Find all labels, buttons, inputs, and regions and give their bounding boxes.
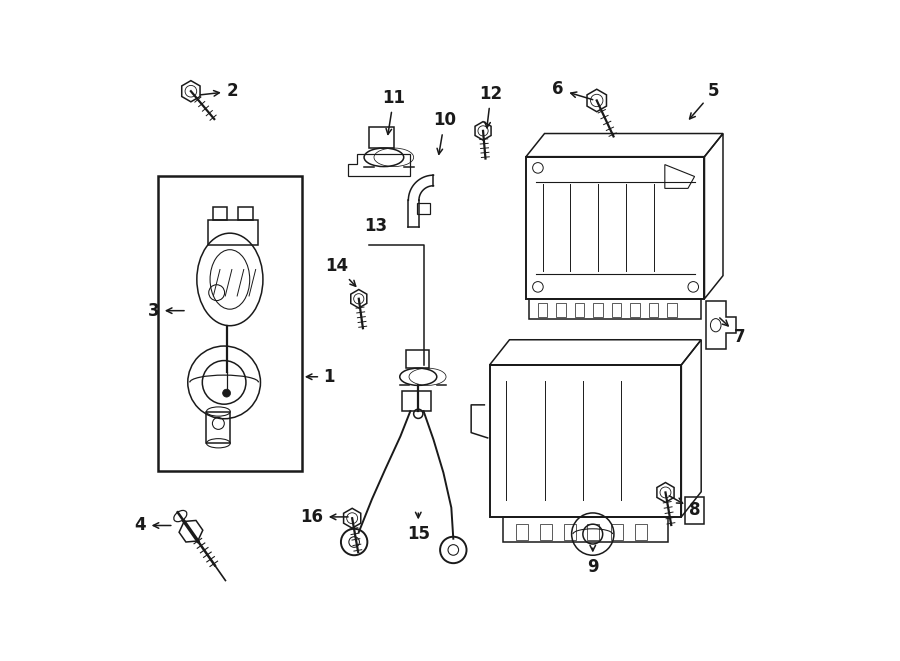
- Bar: [668, 303, 677, 317]
- Text: 10: 10: [433, 111, 456, 154]
- Bar: [402, 391, 431, 411]
- Bar: [417, 203, 430, 214]
- Text: 13: 13: [364, 217, 387, 235]
- Bar: [631, 303, 640, 317]
- Bar: [635, 524, 647, 540]
- Circle shape: [222, 389, 230, 397]
- Text: 3: 3: [148, 301, 184, 320]
- Bar: [407, 350, 428, 368]
- Bar: [575, 303, 584, 317]
- Text: 16: 16: [300, 508, 348, 526]
- Bar: [612, 303, 621, 317]
- Bar: [516, 524, 528, 540]
- Bar: [238, 207, 253, 220]
- Bar: [563, 524, 576, 540]
- Bar: [649, 303, 658, 317]
- Bar: [208, 220, 258, 245]
- Text: 1: 1: [306, 368, 335, 386]
- Text: 15: 15: [407, 512, 430, 543]
- Bar: [158, 176, 302, 471]
- Bar: [206, 412, 230, 444]
- Bar: [369, 127, 394, 148]
- Bar: [611, 524, 623, 540]
- Bar: [588, 524, 599, 540]
- Text: 14: 14: [325, 256, 356, 286]
- Bar: [213, 207, 228, 220]
- Bar: [556, 303, 566, 317]
- Text: 12: 12: [480, 85, 502, 128]
- Text: 4: 4: [134, 516, 171, 535]
- Bar: [529, 299, 701, 319]
- Bar: [503, 517, 668, 542]
- Text: 11: 11: [382, 89, 405, 134]
- Text: 7: 7: [720, 318, 746, 346]
- Bar: [490, 365, 681, 517]
- Text: 5: 5: [689, 82, 719, 119]
- Text: 2: 2: [201, 82, 239, 100]
- Bar: [526, 157, 705, 299]
- Bar: [593, 303, 603, 317]
- Text: 8: 8: [670, 496, 701, 520]
- Text: 6: 6: [553, 80, 593, 100]
- Bar: [540, 524, 552, 540]
- Text: 9: 9: [587, 545, 599, 576]
- Bar: [538, 303, 547, 317]
